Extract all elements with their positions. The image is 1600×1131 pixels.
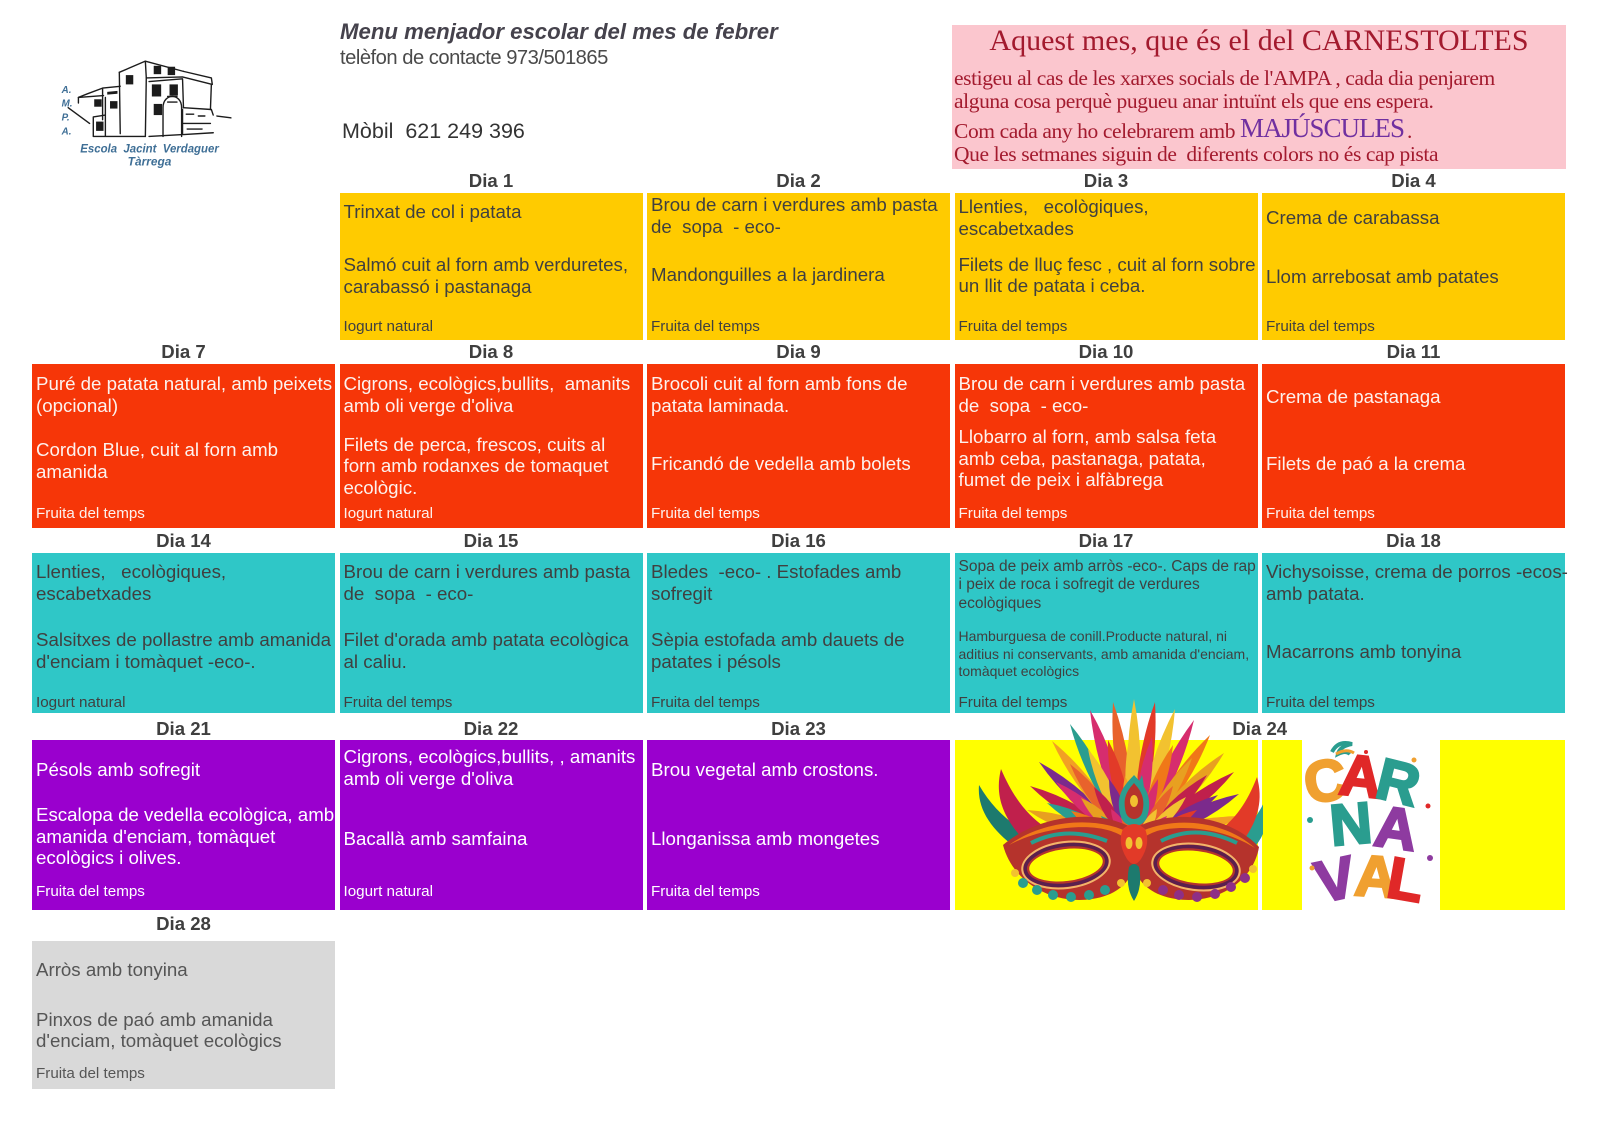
- svg-text:M.: M.: [62, 99, 73, 110]
- svg-text:Escola Jacint Verdaguer: Escola Jacint Verdaguer: [80, 141, 220, 155]
- svg-text:Tàrrega: Tàrrega: [128, 154, 172, 168]
- svg-text:A.: A.: [61, 85, 72, 96]
- svg-text:A: A: [1337, 742, 1385, 811]
- svg-text:A: A: [1371, 794, 1422, 864]
- svg-text:A: A: [1353, 843, 1399, 910]
- svg-text:P.: P.: [62, 113, 70, 124]
- svg-text:A.: A.: [61, 127, 72, 138]
- svg-text:N: N: [1327, 790, 1374, 858]
